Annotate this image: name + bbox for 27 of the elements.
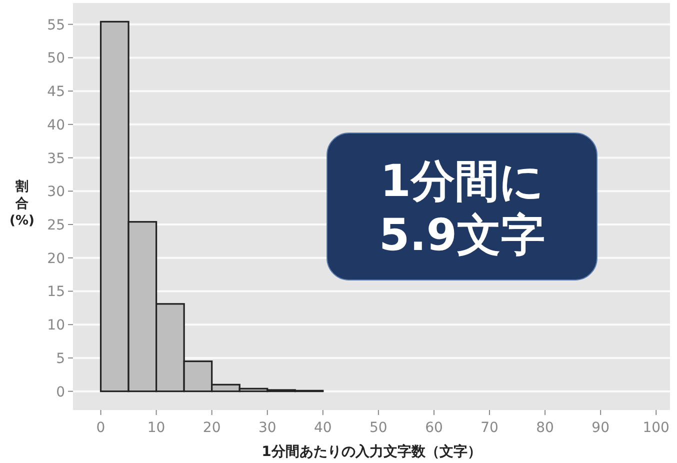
y-tick-label: 35: [47, 150, 65, 167]
y-tick-label: 30: [47, 184, 65, 200]
x-axis-title: 1分間あたりの入力文字数（文字）: [262, 443, 482, 460]
y-tick-label: 55: [47, 17, 65, 34]
x-tick-label: 0: [96, 420, 106, 436]
annotation: 1分間に 5.9文字: [379, 156, 545, 261]
y-tick-label: 40: [47, 117, 65, 134]
ylabel: 割合(%): [10, 180, 34, 228]
x-tick-label: 70: [480, 420, 498, 436]
x-tick-label: 40: [314, 420, 332, 436]
x-tick-label: 80: [536, 420, 554, 436]
x-tick-label: 90: [592, 420, 610, 436]
y-tick-label: 5: [56, 350, 65, 367]
y-tick-label: 10: [47, 318, 65, 334]
x-tick-label: 30: [258, 420, 276, 436]
y-tick-label: 20: [47, 250, 65, 267]
x-tick-label: 100: [642, 420, 670, 436]
y-tick-label: 50: [47, 50, 65, 67]
y-tick-label: 45: [47, 84, 65, 100]
x-tick-label: 10: [147, 420, 166, 436]
x-tick-label: 20: [202, 420, 221, 436]
annotation-box: 1分間に 5.9文字: [326, 132, 598, 280]
x-tick-label: 50: [370, 420, 388, 436]
y-tick-label: 15: [47, 284, 65, 300]
x-tick-label: 60: [425, 420, 443, 436]
y-tick-label: 25: [47, 218, 65, 234]
y-tick-label: 0: [56, 384, 65, 400]
